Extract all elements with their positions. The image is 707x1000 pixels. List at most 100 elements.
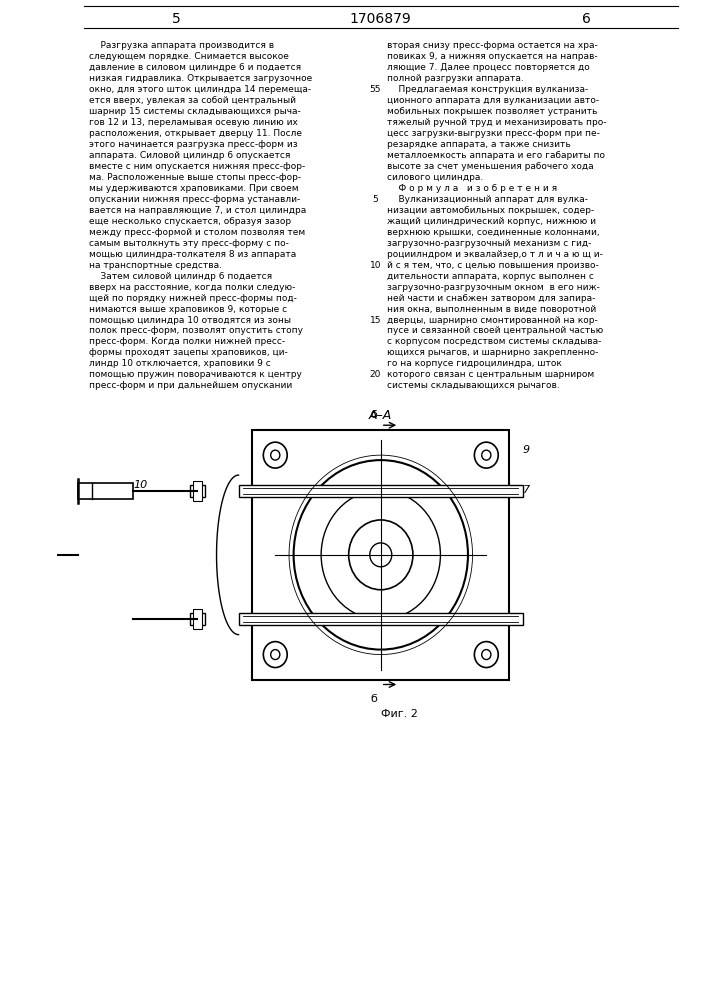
Text: высоте за счет уменьшения рабочего хода: высоте за счет уменьшения рабочего хода bbox=[387, 162, 594, 171]
Circle shape bbox=[321, 490, 440, 620]
Circle shape bbox=[481, 450, 491, 460]
Text: вверх на расстояние, когда полки следую-: вверх на расстояние, когда полки следую- bbox=[89, 283, 296, 292]
Text: следующем порядке. Снимается высокое: следующем порядке. Снимается высокое bbox=[89, 52, 289, 61]
Text: с корпусом посредством системы складыва-: с корпусом посредством системы складыва- bbox=[387, 337, 602, 346]
Text: го на корпусе гидроцилиндра, шток: го на корпусе гидроцилиндра, шток bbox=[387, 359, 562, 368]
Text: верхнюю крышки, соединенные колоннами,: верхнюю крышки, соединенные колоннами, bbox=[387, 228, 600, 237]
Text: между пресс-формой и столом позволяя тем: между пресс-формой и столом позволяя тем bbox=[89, 228, 305, 237]
Text: самым вытолкнуть эту пресс-форму с по-: самым вытолкнуть эту пресс-форму с по- bbox=[89, 239, 289, 248]
Circle shape bbox=[474, 442, 498, 468]
Text: мощью цилиндра-толкателя 8 из аппарата: мощью цилиндра-толкателя 8 из аппарата bbox=[89, 250, 296, 259]
Text: дительности аппарата, корпус выполнен с: дительности аппарата, корпус выполнен с bbox=[387, 272, 594, 281]
Text: 9: 9 bbox=[523, 445, 530, 455]
Text: вается на направляющие 7, и стол цилиндра: вается на направляющие 7, и стол цилиндр… bbox=[89, 206, 306, 215]
Text: формы проходят зацепы храповиков, ци-: формы проходят зацепы храповиков, ци- bbox=[89, 348, 288, 357]
Text: ющихся рычагов, и шарнирно закрепленно-: ющихся рычагов, и шарнирно закрепленно- bbox=[387, 348, 599, 357]
Text: вторая снизу пресс-форма остается на хра-: вторая снизу пресс-форма остается на хра… bbox=[387, 41, 598, 50]
Text: расположения, открывает дверцу 11. После: расположения, открывает дверцу 11. После bbox=[89, 129, 302, 138]
Text: ется вверх, увлекая за собой центральный: ется вверх, увлекая за собой центральный bbox=[89, 96, 296, 105]
Text: жащий цилиндрический корпус, нижнюю и: жащий цилиндрический корпус, нижнюю и bbox=[387, 217, 596, 226]
Text: давление в силовом цилиндре 6 и подается: давление в силовом цилиндре 6 и подается bbox=[89, 63, 301, 72]
Bar bbox=[252, 430, 509, 680]
Text: 5: 5 bbox=[172, 12, 180, 26]
Text: низации автомобильных покрышек, содер-: низации автомобильных покрышек, содер- bbox=[387, 206, 595, 215]
Text: на транспортные средства.: на транспортные средства. bbox=[89, 261, 222, 270]
Text: опускании нижняя пресс-форма устанавли-: опускании нижняя пресс-форма устанавли- bbox=[89, 195, 300, 204]
Text: 10: 10 bbox=[133, 480, 147, 490]
Text: Фиг. 2: Фиг. 2 bbox=[380, 709, 418, 719]
Text: пресс-форм. Когда полки нижней пресс-: пресс-форм. Когда полки нижней пресс- bbox=[89, 337, 285, 346]
Text: б: б bbox=[370, 694, 377, 704]
Text: металлоемкость аппарата и его габариты по: металлоемкость аппарата и его габариты п… bbox=[387, 151, 605, 160]
Text: пусе и связанной своей центральной частью: пусе и связанной своей центральной часть… bbox=[387, 326, 604, 335]
Text: шарнир 15 системы складывающихся рыча-: шарнир 15 системы складывающихся рыча- bbox=[89, 107, 300, 116]
Text: пресс-форм и при дальнейшем опускании: пресс-форм и при дальнейшем опускании bbox=[89, 381, 292, 390]
Bar bbox=[4, 547, 18, 563]
Circle shape bbox=[474, 642, 498, 668]
Text: A–A: A–A bbox=[369, 409, 392, 422]
Text: ционного аппарата для вулканизации авто-: ционного аппарата для вулканизации авто- bbox=[387, 96, 600, 105]
Text: дверцы, шарнирно смонтированной на кор-: дверцы, шарнирно смонтированной на кор- bbox=[387, 316, 598, 325]
Text: повиках 9, а нижняя опускается на направ-: повиках 9, а нижняя опускается на направ… bbox=[387, 52, 598, 61]
Text: 1706879: 1706879 bbox=[350, 12, 411, 26]
Text: загрузочно-разгрузочный механизм с гид-: загрузочно-разгрузочный механизм с гид- bbox=[387, 239, 592, 248]
Text: помощью пружин поворачиваются к центру: помощью пружин поворачиваются к центру bbox=[89, 370, 302, 379]
Text: еще несколько спускается, образуя зазор: еще несколько спускается, образуя зазор bbox=[89, 217, 291, 226]
Text: 6: 6 bbox=[582, 12, 591, 26]
Text: помощью цилиндра 10 отводятся из зоны: помощью цилиндра 10 отводятся из зоны bbox=[89, 316, 291, 325]
Text: которого связан с центральным шарниром: которого связан с центральным шарниром bbox=[387, 370, 595, 379]
Text: гов 12 и 13, переламывая осевую линию их: гов 12 и 13, переламывая осевую линию их bbox=[89, 118, 298, 127]
Text: ляющие 7. Далее процесс повторяется до: ляющие 7. Далее процесс повторяется до bbox=[387, 63, 590, 72]
Text: й с я тем, что, с целью повышения произво-: й с я тем, что, с целью повышения произв… bbox=[387, 261, 599, 270]
Text: 5: 5 bbox=[373, 195, 378, 204]
Text: системы складывающихся рычагов.: системы складывающихся рычагов. bbox=[387, 381, 560, 390]
Circle shape bbox=[263, 442, 287, 468]
Text: мобильных покрышек позволяет устранить: мобильных покрышек позволяет устранить bbox=[387, 107, 597, 116]
Text: нимаются выше храповиков 9, которые с: нимаются выше храповиков 9, которые с bbox=[89, 305, 287, 314]
Text: низкая гидравлика. Открывается загрузочное: низкая гидравлика. Открывается загрузочн… bbox=[89, 74, 312, 83]
Bar bbox=[193, 609, 202, 629]
Text: резарядке аппарата, а также снизить: резарядке аппарата, а также снизить bbox=[387, 140, 571, 149]
Bar bbox=[193, 481, 202, 501]
Text: щей по порядку нижней пресс-формы под-: щей по порядку нижней пресс-формы под- bbox=[89, 294, 297, 303]
Text: Предлагаемая конструкция вулканиза-: Предлагаемая конструкция вулканиза- bbox=[387, 85, 588, 94]
Text: 7: 7 bbox=[523, 485, 530, 495]
Text: 10: 10 bbox=[370, 261, 381, 270]
Circle shape bbox=[481, 650, 491, 660]
Text: этого начинается разгрузка пресс-форм из: этого начинается разгрузка пресс-форм из bbox=[89, 140, 298, 149]
Text: Затем силовой цилиндр 6 подается: Затем силовой цилиндр 6 подается bbox=[89, 272, 272, 281]
Text: полок пресс-форм, позволят опустить стопу: полок пресс-форм, позволят опустить стоп… bbox=[89, 326, 303, 335]
Text: 55: 55 bbox=[370, 85, 381, 94]
Text: полной разгрузки аппарата.: полной разгрузки аппарата. bbox=[387, 74, 524, 83]
Text: мы удерживаются храповиками. При своем: мы удерживаются храповиками. При своем bbox=[89, 184, 298, 193]
Text: силового цилиндра.: силового цилиндра. bbox=[387, 173, 484, 182]
Text: роциилндром и эквалайзер,о т л и ч а ю щ и-: роциилндром и эквалайзер,о т л и ч а ю щ… bbox=[387, 250, 603, 259]
Text: загрузочно-разгрузочным окном  в его ниж-: загрузочно-разгрузочным окном в его ниж- bbox=[387, 283, 600, 292]
Bar bbox=[21, 550, 30, 560]
Text: Ф о р м у л а   и з о б р е т е н и я: Ф о р м у л а и з о б р е т е н и я bbox=[387, 184, 557, 193]
Text: Вулканизационный аппарат для вулка-: Вулканизационный аппарат для вулка- bbox=[387, 195, 588, 204]
Circle shape bbox=[293, 460, 468, 650]
Text: тяжелый ручной труд и механизировать про-: тяжелый ручной труд и механизировать про… bbox=[387, 118, 607, 127]
Text: Разгрузка аппарата производится в: Разгрузка аппарата производится в bbox=[89, 41, 274, 50]
Text: ма. Расположенные выше стопы пресс-фор-: ма. Расположенные выше стопы пресс-фор- bbox=[89, 173, 301, 182]
Circle shape bbox=[271, 650, 280, 660]
Text: окно, для этого шток цилиндра 14 перемеща-: окно, для этого шток цилиндра 14 перемещ… bbox=[89, 85, 311, 94]
Text: ния окна, выполненным в виде поворотной: ния окна, выполненным в виде поворотной bbox=[387, 305, 597, 314]
Bar bbox=[238, 613, 523, 625]
Text: 15: 15 bbox=[370, 316, 381, 325]
Circle shape bbox=[263, 642, 287, 668]
Text: ней части и снабжен затвором для запира-: ней части и снабжен затвором для запира- bbox=[387, 294, 595, 303]
Text: аппарата. Силовой цилиндр 6 опускается: аппарата. Силовой цилиндр 6 опускается bbox=[89, 151, 291, 160]
Circle shape bbox=[271, 450, 280, 460]
Circle shape bbox=[370, 543, 392, 567]
Bar bbox=[78, 483, 133, 499]
Text: б: б bbox=[370, 410, 377, 420]
Text: вместе с ним опускается нижняя пресс-фор-: вместе с ним опускается нижняя пресс-фор… bbox=[89, 162, 305, 171]
Text: 20: 20 bbox=[370, 370, 381, 379]
Circle shape bbox=[349, 520, 413, 590]
Bar bbox=[190, 613, 204, 625]
Bar bbox=[238, 485, 523, 497]
Bar bbox=[190, 485, 204, 497]
Text: цесс загрузки-выгрузки пресс-форм при пе-: цесс загрузки-выгрузки пресс-форм при пе… bbox=[387, 129, 600, 138]
